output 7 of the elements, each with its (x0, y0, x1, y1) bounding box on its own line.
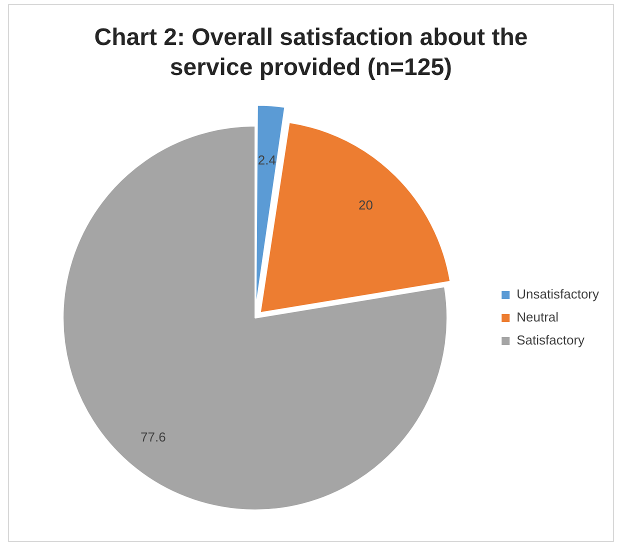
legend-label: Unsatisfactory (516, 286, 600, 302)
legend-label: Neutral (516, 310, 559, 325)
data-label: 20 (358, 198, 373, 213)
chart-title: Chart 2: Overall satisfaction about the service provided (n=125) (93, 23, 529, 83)
legend-label: Satisfactory (516, 332, 586, 348)
data-label: 77.6 (140, 430, 166, 445)
data-label: 2.4 (258, 152, 276, 168)
